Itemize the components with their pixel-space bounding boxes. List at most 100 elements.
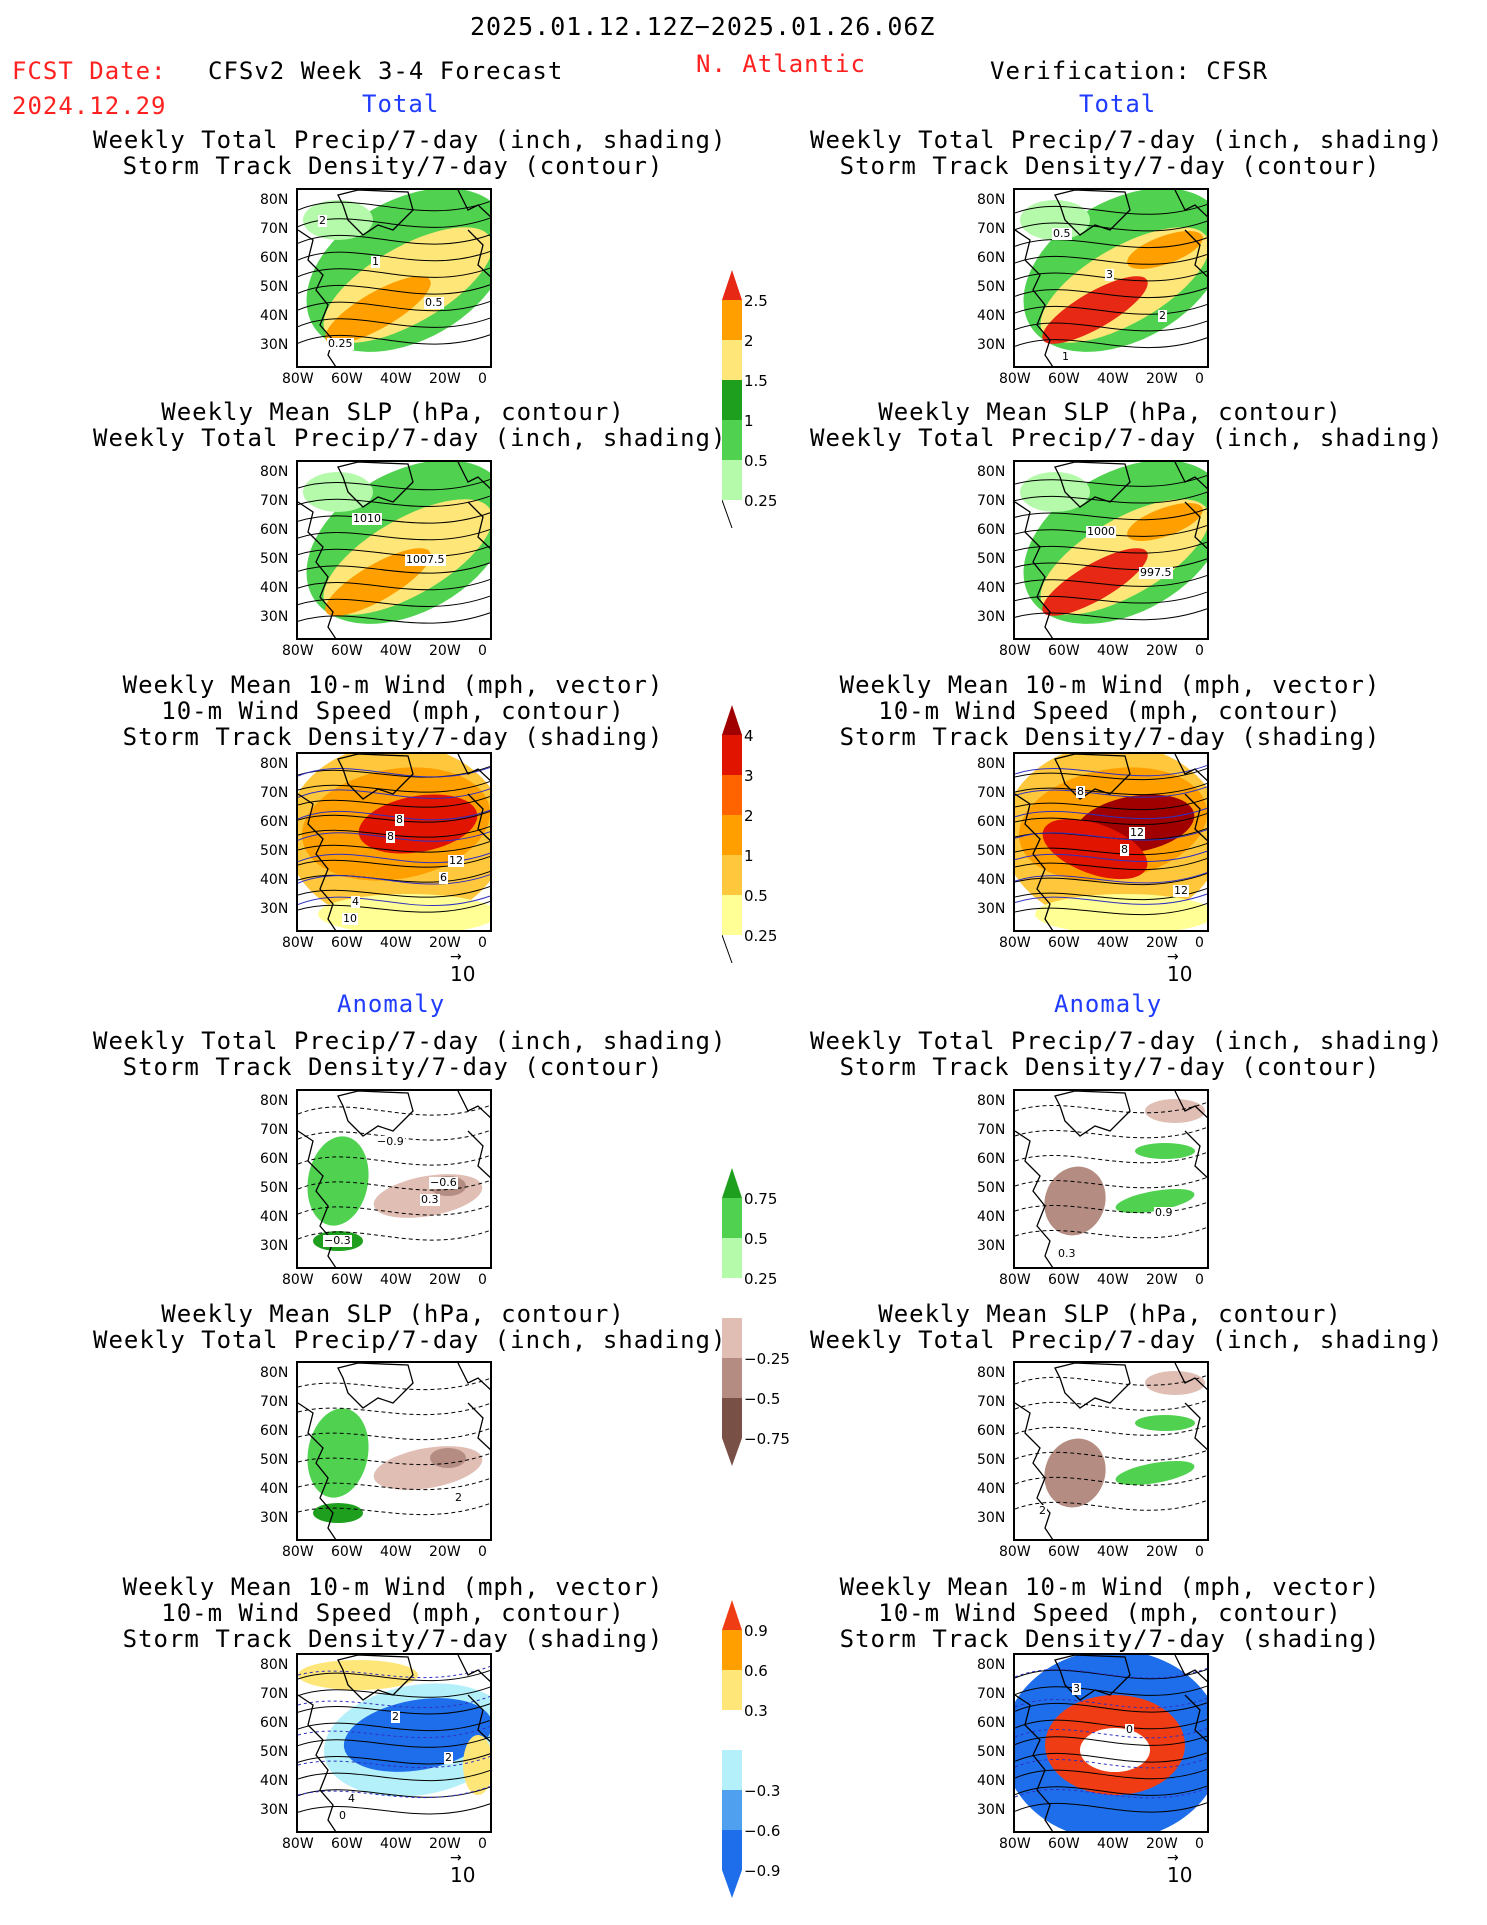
fc-total-wind-title: Weekly Mean 10-m Wind (mph, vector) 10-m…: [122, 671, 664, 751]
coastline: [467, 1402, 490, 1451]
anom-dry-strong: [430, 1448, 466, 1468]
contour-label: 10: [342, 912, 358, 925]
contour-line: [1015, 1424, 1207, 1436]
precip-shade-low: [1020, 472, 1090, 512]
coastline: [1054, 1091, 1131, 1137]
lat-tick-label: 70N: [977, 785, 1006, 801]
colorbar-segment: [722, 815, 742, 855]
contour-line: [1015, 203, 1207, 215]
contour-line: [298, 1427, 490, 1441]
precip-shade-low: [303, 472, 373, 512]
coastline: [337, 1655, 414, 1701]
contour-label: 3: [1072, 1682, 1081, 1695]
contour-label: −0.6: [429, 1176, 458, 1189]
lon-tick-label: 60W: [1048, 1272, 1080, 1288]
contour-line: [298, 1154, 490, 1166]
lon-tick-label: 60W: [331, 371, 363, 387]
contour-line: [1015, 1757, 1207, 1769]
anom-wet: [307, 1408, 369, 1498]
contour-line: [1015, 574, 1207, 587]
colorbar-label: 0.75: [744, 1190, 778, 1208]
precip-shade-low: [303, 200, 373, 240]
contour-line: [298, 885, 490, 898]
contour-line: [298, 284, 490, 295]
lon-tick-label: 0: [478, 1836, 487, 1852]
contour-line: [1015, 1787, 1207, 1799]
coastline: [337, 190, 414, 236]
contour-label: 997.5: [1139, 566, 1173, 579]
contour-line: [298, 780, 490, 793]
colorbar-segment: [722, 340, 742, 380]
coastline: [1184, 1130, 1207, 1179]
lat-tick-label: 40N: [260, 1209, 289, 1225]
lon-tick-label: 20W: [1146, 935, 1178, 951]
lat-tick-label: 40N: [977, 308, 1006, 324]
lat-tick-label: 70N: [260, 1122, 289, 1138]
lat-tick-label: 30N: [977, 1238, 1006, 1254]
colorbar-segment: [722, 1670, 742, 1710]
contour-line: [298, 1686, 490, 1698]
colorbar-label: 1: [744, 847, 754, 865]
colorbar-label: 3: [744, 767, 754, 785]
contour-line: [298, 1753, 490, 1765]
colorbar-segment: [722, 1198, 742, 1238]
coastline: [1174, 190, 1207, 218]
lat-tick-label: 50N: [260, 1180, 289, 1196]
coastline: [298, 1694, 337, 1831]
lat-tick-label: 80N: [260, 1657, 289, 1673]
lon-tick-label: 0: [1195, 371, 1204, 387]
lon-tick-label: 20W: [429, 1836, 461, 1852]
contour-label: 1000: [1086, 525, 1116, 538]
contour-line: [298, 1785, 490, 1799]
lat-tick-label: 70N: [977, 493, 1006, 509]
colorbar-label: −0.3: [744, 1782, 781, 1800]
contour-line: [298, 1229, 490, 1241]
precip-shade-low: [1020, 200, 1090, 240]
coastline: [457, 1655, 490, 1683]
ob-anom-precip-title: Weekly Total Precip/7-day (inch, shading…: [810, 1027, 1444, 1081]
contour-line: [1015, 797, 1207, 811]
vector-reference: → 10: [450, 1850, 476, 1887]
contour-line: [1015, 871, 1207, 884]
contour-line: [298, 528, 490, 541]
contour-line: [298, 870, 490, 883]
lat-tick-label: 30N: [977, 1802, 1006, 1818]
vector-reference: → 10: [450, 949, 476, 986]
anom-storm-neutral: [1080, 1728, 1150, 1772]
precip-shade-high: [325, 548, 431, 616]
coastline: [298, 1130, 337, 1267]
contour-line: [1015, 1126, 1207, 1139]
contour-label: 0.3: [420, 1193, 440, 1206]
lon-tick-label: 60W: [1048, 643, 1080, 659]
vector-reference: → 10: [1167, 949, 1193, 986]
coastline: [1015, 501, 1054, 638]
ob-anom-slp-map: 2: [1013, 1361, 1209, 1541]
contour-line: [1015, 474, 1207, 487]
contour-line: [298, 788, 490, 799]
colorbar-label: −0.5: [744, 1390, 781, 1408]
colorbar-segment: [722, 380, 742, 420]
contour-line: [298, 1703, 490, 1715]
contour-line: [298, 334, 490, 345]
lat-tick-label: 30N: [260, 609, 289, 625]
contour-line: [1015, 1785, 1207, 1796]
contour-label: 8: [1076, 785, 1085, 798]
lat-tick-label: 40N: [977, 1481, 1006, 1497]
anom-storm-neg-core: [343, 1698, 490, 1772]
contour-line: [1015, 1399, 1207, 1411]
lat-tick-label: 40N: [977, 872, 1006, 888]
contour-line: [1015, 1101, 1207, 1114]
lon-tick-label: 0: [478, 1544, 487, 1560]
lat-tick-label: 60N: [977, 1423, 1006, 1439]
contour-line: [298, 1204, 490, 1216]
lon-tick-label: 0: [1195, 643, 1204, 659]
lon-tick-label: 60W: [1048, 1836, 1080, 1852]
coastline: [1054, 1363, 1131, 1409]
contour-line: [298, 1402, 490, 1416]
coastline: [1174, 1363, 1207, 1391]
contour-line: [1015, 1474, 1207, 1486]
colorbar-segment: [722, 1278, 742, 1318]
contour-line: [298, 873, 490, 885]
ob-total-wind-map: 8 12 8 12: [1013, 752, 1209, 932]
region-title: N. Atlantic: [696, 50, 866, 78]
